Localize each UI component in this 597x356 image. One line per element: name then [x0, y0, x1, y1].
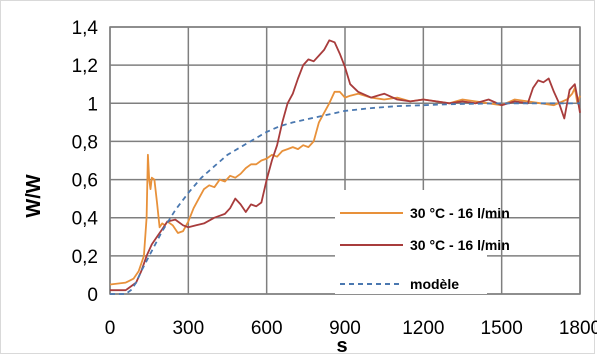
y-axis-title: W/W: [23, 174, 45, 217]
y-tick-label: 0,8: [72, 132, 98, 153]
y-tick-label: 0,2: [72, 247, 98, 268]
legend-label-1: 30 °C - 16 l/min: [410, 205, 510, 221]
x-axis-title: s: [336, 335, 347, 356]
series-line-2: [110, 39, 581, 292]
legend-background: [335, 190, 487, 294]
y-tick-label: 1,2: [72, 56, 98, 77]
y-tick-label: 0,4: [72, 209, 99, 230]
series-line-3: [110, 102, 580, 295]
x-tick-label: 300: [172, 318, 204, 339]
x-tick-label: 1200: [402, 318, 444, 339]
legend-label-2: 30 °C - 16 l/min: [410, 237, 510, 253]
x-tick-label: 1800: [559, 318, 597, 339]
series-line-1: [109, 87, 581, 286]
x-tick-label: 1500: [481, 318, 523, 339]
x-tick-label: 600: [251, 318, 283, 339]
legend-label-3: modèle: [410, 276, 459, 292]
x-tick-label: 900: [329, 318, 361, 339]
legend: 30 °C - 16 l/min 30 °C - 16 l/min modèle: [335, 190, 510, 294]
series-layer: [109, 39, 581, 295]
y-tick-label: 1: [87, 94, 98, 115]
x-axis-ticks: 0 300 600 900 1200 1500 1800: [105, 318, 597, 339]
y-tick-label: 1,4: [72, 18, 99, 39]
y-tick-label: 0: [87, 285, 98, 306]
y-tick-label: 0,6: [72, 171, 98, 192]
y-axis-ticks: 0 0,2 0,4 0,6 0,8 1 1,2 1,4: [72, 18, 99, 306]
x-tick-label: 0: [105, 318, 116, 339]
